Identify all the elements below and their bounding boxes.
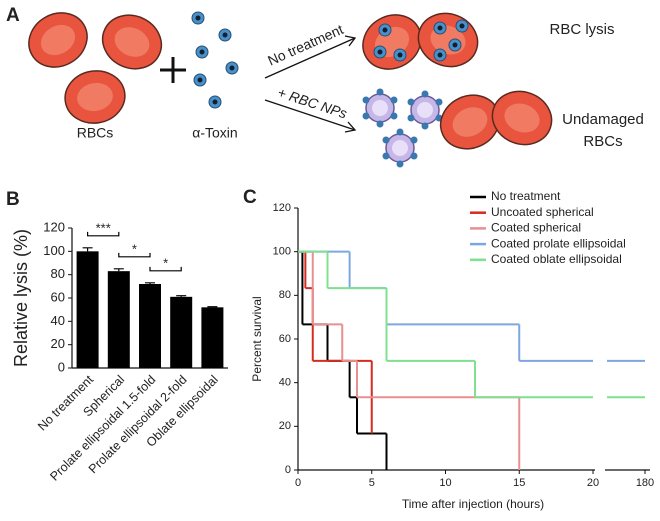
bar — [170, 296, 193, 368]
toxin-label: α-Toxin — [192, 125, 237, 141]
y-tick-label: 0 — [58, 359, 65, 374]
nanoparticles — [361, 87, 444, 169]
error-bar — [176, 295, 187, 297]
legend-label: Coated prolate ellipsoidal — [491, 236, 626, 250]
legend-label: Uncoated spherical — [491, 205, 594, 219]
x-tick-label: 10 — [439, 477, 451, 489]
panel-label: C — [243, 187, 257, 208]
rbc-cells — [18, 1, 171, 129]
lysed-cells — [352, 3, 486, 81]
x-tick-label: 15 — [513, 477, 525, 489]
x-axis-title: Time after injection (hours) — [402, 497, 544, 511]
arrow-label: No treatment — [265, 21, 346, 69]
significance-bracket — [87, 231, 120, 237]
y-axis-title: Percent survival — [250, 296, 264, 381]
plus-sign — [160, 57, 186, 83]
bar — [76, 251, 99, 368]
y-tick-label: 0 — [285, 464, 291, 476]
x-tick-label: 180 — [636, 477, 654, 489]
significance-label: *** — [96, 220, 111, 235]
y-tick-label: 100 — [43, 243, 65, 258]
panel-label: B — [6, 189, 20, 210]
x-tick-label: 5 — [369, 477, 375, 489]
panel-label: A — [6, 5, 20, 26]
result-label: RBCs — [583, 133, 622, 150]
y-tick-label: 80 — [279, 289, 291, 301]
significance-label: * — [163, 255, 168, 270]
bar — [107, 271, 130, 368]
significance-bracket — [149, 266, 182, 272]
y-tick-label: 80 — [51, 266, 65, 281]
error-bar — [82, 247, 93, 252]
error-bar — [207, 306, 218, 308]
toxins — [191, 11, 239, 109]
legend-label: No treatment — [491, 189, 561, 203]
legend-label: Coated spherical — [491, 221, 581, 235]
rbc-label: RBCs — [77, 125, 114, 141]
y-tick-label: 120 — [273, 202, 291, 214]
result-label: Undamaged — [562, 111, 644, 128]
result-label: RBC lysis — [549, 21, 614, 38]
y-tick-label: 120 — [43, 219, 65, 234]
x-tick-label: 0 — [295, 477, 301, 489]
error-bar — [113, 268, 124, 272]
y-tick-label: 40 — [51, 313, 65, 328]
bar — [139, 284, 161, 368]
y-tick-label: 100 — [273, 246, 291, 258]
y-tick-label: 40 — [279, 377, 291, 389]
arrows — [264, 35, 357, 133]
significance-bracket — [118, 252, 151, 258]
significance-label: * — [132, 241, 137, 256]
error-bar — [145, 282, 155, 284]
y-tick-label: 20 — [279, 420, 291, 432]
legend-label: Coated oblate ellipsoidal — [491, 252, 622, 266]
y-axis-title: Relative lysis (%) — [11, 229, 31, 367]
undamaged-cells — [431, 82, 560, 159]
y-tick-label: 20 — [51, 336, 65, 351]
y-tick-label: 60 — [51, 289, 65, 304]
y-tick-label: 60 — [279, 333, 291, 345]
bar — [201, 307, 224, 368]
x-tick-label: 20 — [587, 477, 599, 489]
